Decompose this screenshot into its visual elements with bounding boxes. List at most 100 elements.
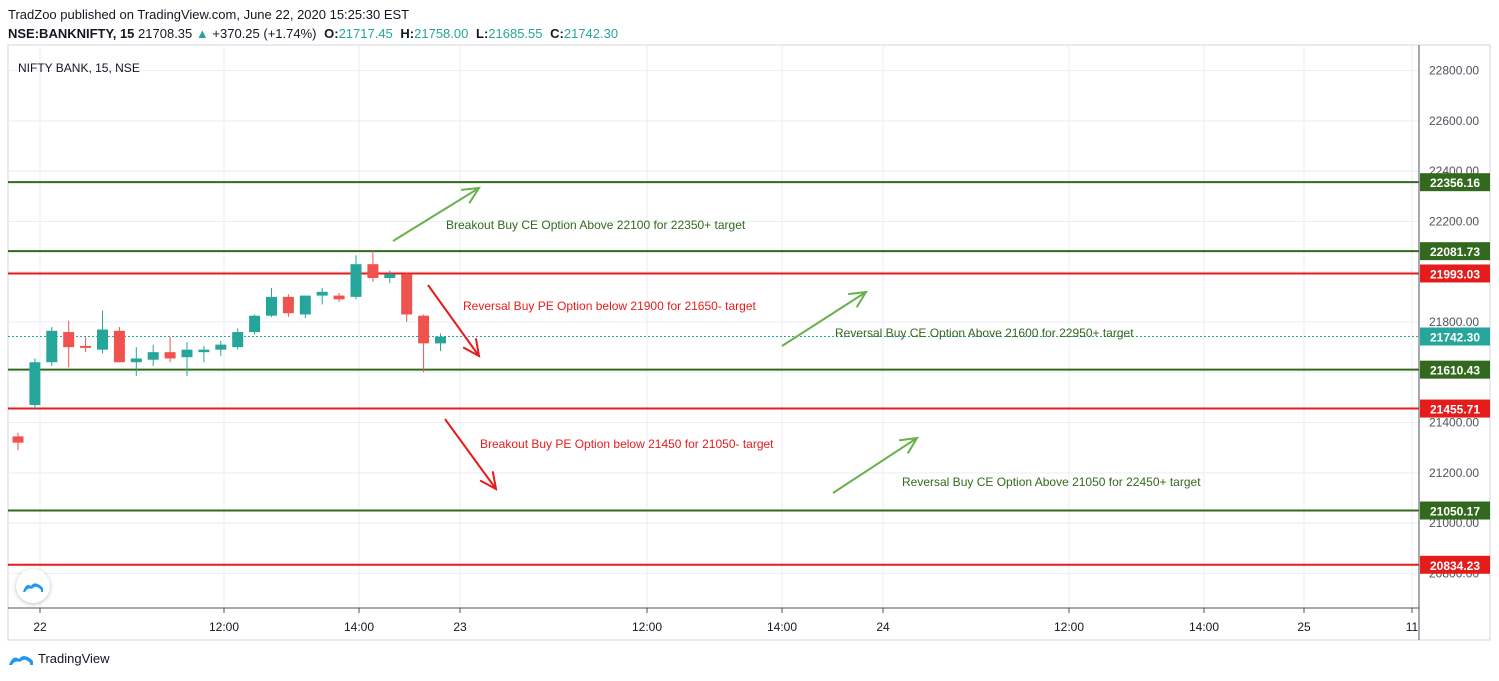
candle-body <box>215 344 227 350</box>
candle-body <box>29 362 41 405</box>
price-change: +370.25 (+1.74%) <box>212 26 317 41</box>
change-arrow-icon: ▲ <box>195 26 209 41</box>
symbol-name[interactable]: NSE:BANKNIFTY, 15 <box>8 26 135 41</box>
candle-body <box>80 345 92 348</box>
arrow-icon <box>462 338 481 358</box>
candle-body <box>63 332 75 348</box>
price-label-box <box>1420 327 1490 346</box>
y-tick-label: 21400.00 <box>1429 416 1479 430</box>
candle-body <box>367 264 379 279</box>
x-tick-label: 12:00 <box>632 620 662 634</box>
x-tick-label: 14:00 <box>344 620 374 634</box>
annotation-text: Breakout Buy PE Option below 21450 for 2… <box>480 437 774 451</box>
price-label-box <box>1420 555 1490 574</box>
price-label-box <box>1420 360 1490 379</box>
candle-body <box>435 336 446 344</box>
published-line: TradZoo published on TradingView.com, Ju… <box>8 7 410 22</box>
x-tick-label: 24 <box>876 620 890 634</box>
x-tick-label: 11 <box>1406 620 1419 634</box>
candle-body <box>97 329 108 350</box>
annotation-arrows <box>392 186 919 494</box>
price-label: 20834.23 <box>1430 559 1480 573</box>
last-price: 21708.35 <box>138 26 193 41</box>
arrow-icon <box>460 186 481 204</box>
level-lines <box>8 181 1419 566</box>
candles <box>12 250 446 451</box>
candle-body <box>198 349 210 353</box>
close-value: 21742.30 <box>563 26 619 41</box>
grid-layer <box>8 45 1419 608</box>
annotation-text: Reversal Buy CE Option Above 21600 for 2… <box>835 326 1134 340</box>
candle-body <box>282 296 294 314</box>
candle-body <box>384 274 396 279</box>
arrow-icon <box>899 436 919 454</box>
candle-body <box>46 330 58 363</box>
candle-body <box>130 358 142 363</box>
candle-body <box>418 315 430 344</box>
chart-legend-title: NIFTY BANK, 15, NSE <box>18 61 140 75</box>
x-tick-label: 22 <box>33 620 47 634</box>
candle-body <box>249 315 261 333</box>
low-label: L: <box>476 26 489 41</box>
footer-brand[interactable]: TradingView <box>8 651 110 666</box>
x-tick-label: 12:00 <box>209 620 239 634</box>
tradingview-badge[interactable] <box>16 569 50 603</box>
low-value: 21685.55 <box>488 26 543 41</box>
x-tick-label: 23 <box>453 620 467 634</box>
price-labels: 22356.16 22081.73 21993.03 21742.30 21610.43… <box>1420 173 1490 574</box>
open-value: 21717.45 <box>338 26 393 41</box>
candle-body <box>401 274 413 315</box>
candle-body <box>333 295 345 300</box>
y-tick-label: 22200.00 <box>1429 214 1479 228</box>
symbol-info-bar: NSE:BANKNIFTY, 15 21708.35 ▲ +370.25 (+1… <box>8 26 618 41</box>
price-label-box <box>1420 501 1490 520</box>
open-label: O: <box>324 26 339 41</box>
candle-body <box>164 352 176 359</box>
high-label: H: <box>400 26 415 41</box>
price-label-box <box>1420 173 1490 192</box>
arrow-shaft <box>444 418 497 490</box>
axes: 22800.0022600.0022400.0022200.0022000.00… <box>8 45 1479 640</box>
arrow-shaft <box>832 437 918 494</box>
annotation-text: Reversal Buy PE Option below 21900 for 2… <box>463 299 757 313</box>
price-label-box <box>1420 264 1490 283</box>
annotation-texts: Breakout Buy CE Option Above 22100 for 2… <box>446 218 1201 489</box>
price-label: 21610.43 <box>1430 364 1480 378</box>
arrow-icon <box>479 471 498 491</box>
tradingview-logo-icon <box>9 655 33 665</box>
arrow-shaft <box>427 284 480 357</box>
high-value: 21758.00 <box>414 26 469 41</box>
arrow-icon <box>848 290 868 308</box>
price-label: 21455.71 <box>1430 403 1480 417</box>
candle-body <box>299 295 311 315</box>
price-label: 21993.03 <box>1430 267 1480 281</box>
annotation-text: Breakout Buy CE Option Above 22100 for 2… <box>446 218 746 232</box>
candle-body <box>266 296 277 316</box>
candle-body <box>147 352 159 360</box>
x-tick-label: 12:00 <box>1054 620 1084 634</box>
candle-body <box>316 291 328 296</box>
candle-body <box>113 330 125 363</box>
chart-frame <box>7 44 1491 641</box>
tradingview-logo-icon <box>23 583 43 592</box>
x-tick-label: 14:00 <box>1189 620 1219 634</box>
candle-body <box>12 436 24 443</box>
y-tick-label: 22600.00 <box>1429 114 1479 128</box>
candle-body <box>181 349 193 358</box>
annotation-text: Reversal Buy CE Option Above 21050 for 2… <box>902 475 1201 489</box>
price-label: 22081.73 <box>1430 245 1480 259</box>
y-tick-label: 21000.00 <box>1429 516 1479 530</box>
arrow-shaft <box>781 291 867 347</box>
price-label-box <box>1420 242 1490 261</box>
price-label: 21050.17 <box>1430 505 1480 519</box>
candle-body <box>232 332 244 348</box>
price-label: 22356.16 <box>1430 176 1480 190</box>
y-tick-label: 21200.00 <box>1429 466 1479 480</box>
price-label-box <box>1420 399 1490 418</box>
price-label: 21742.30 <box>1430 331 1480 345</box>
x-tick-label: 25 <box>1297 620 1311 634</box>
candle-body <box>350 264 362 297</box>
y-tick-label: 22800.00 <box>1429 64 1479 78</box>
x-tick-label: 14:00 <box>767 620 797 634</box>
